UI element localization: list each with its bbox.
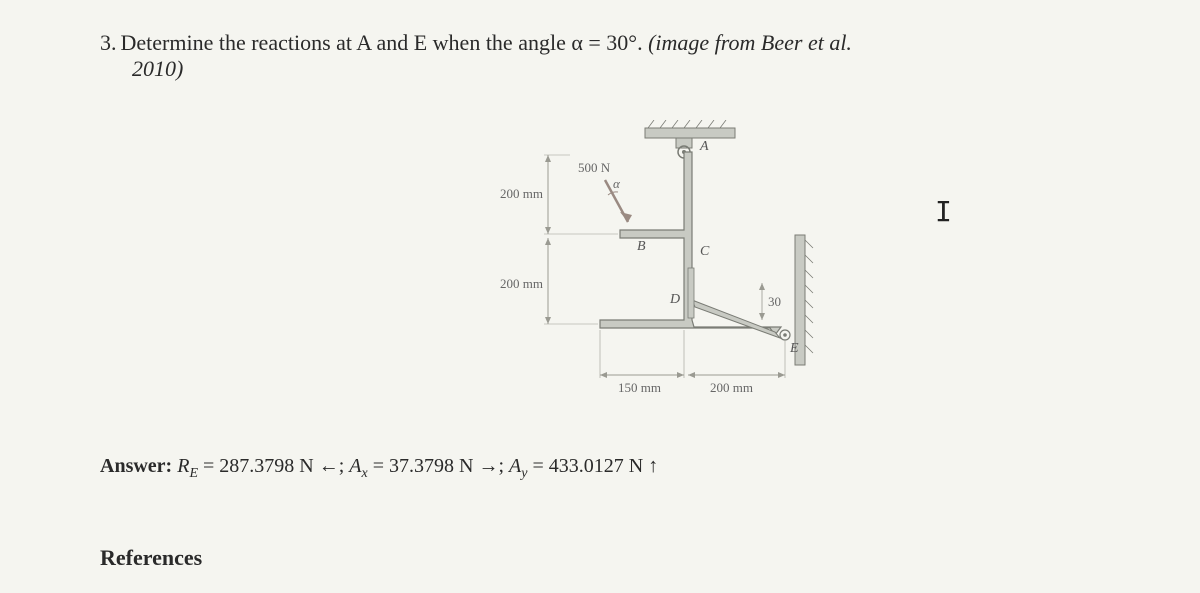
references-heading: References xyxy=(100,545,202,571)
label-e: E xyxy=(789,341,799,356)
alpha-label: α xyxy=(613,176,621,191)
problem-text-1: Determine the reactions at A and E when … xyxy=(121,30,649,55)
dim-mid-label: 200 mm xyxy=(500,276,543,291)
problem-number: 3. xyxy=(100,30,117,55)
answer-ay: 433.0127 N xyxy=(549,455,643,477)
label-b: B xyxy=(637,239,646,254)
label-d: D xyxy=(669,292,680,307)
mechanics-diagram: A B C D E 500 N α 200 mm 200 mm 150 mm 2… xyxy=(500,120,900,400)
text-cursor-icon: I xyxy=(935,195,952,228)
ax-dir: → xyxy=(478,455,498,477)
answer-section: Answer: RE = 287.3798 N ←; Ax = 37.3798 … xyxy=(100,455,658,482)
force-label: 500 N xyxy=(578,160,611,175)
label-a: A xyxy=(699,139,709,154)
problem-statement: 3. Determine the reactions at A and E wh… xyxy=(100,30,1100,82)
top-wall-icon xyxy=(645,128,735,138)
dim-top-label: 200 mm xyxy=(500,186,543,201)
label-c: C xyxy=(700,244,710,259)
problem-text-3: 2010) xyxy=(132,56,1100,82)
answer-re: 287.3798 N xyxy=(219,455,313,477)
re-dir: ← xyxy=(319,455,339,477)
answer-label: Answer: xyxy=(100,455,172,477)
dim-30-label: 30 xyxy=(768,294,781,309)
problem-text-2: (image from Beer et al. xyxy=(648,30,852,55)
ay-dir: ↑ xyxy=(648,455,658,477)
dim-bl-label: 150 mm xyxy=(618,380,661,395)
answer-ax: 37.3798 N xyxy=(389,455,473,477)
dim-br-label: 200 mm xyxy=(710,380,753,395)
